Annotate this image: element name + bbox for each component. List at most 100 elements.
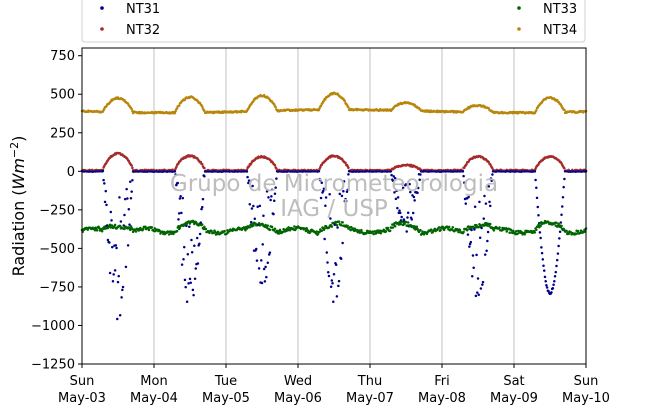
point-nt31 (130, 190, 133, 193)
point-nt31 (188, 225, 191, 229)
point-nt31 (177, 212, 181, 215)
point-nt31 (108, 241, 111, 244)
point-nt31 (269, 198, 272, 202)
point-nt32 (200, 162, 204, 166)
point-nt33 (200, 223, 204, 226)
point-nt31 (126, 197, 129, 200)
point-nt31 (103, 182, 106, 185)
point-nt31 (272, 199, 276, 203)
point-nt33 (508, 231, 511, 234)
x-tick-label-date: May-04 (130, 391, 178, 406)
point-nt31 (344, 197, 347, 201)
point-nt31 (391, 179, 395, 183)
point-nt31 (555, 264, 558, 268)
point-nt33 (360, 228, 363, 232)
point-nt31 (554, 270, 558, 274)
plot-frame (81, 47, 587, 365)
point-nt34 (563, 108, 566, 112)
point-nt34 (174, 109, 177, 113)
point-nt31 (469, 240, 473, 244)
point-nt31 (123, 213, 126, 217)
point-nt31 (558, 237, 561, 240)
point-nt31 (320, 181, 324, 185)
x-tick-label-date: May-09 (490, 391, 538, 406)
point-nt31 (106, 238, 110, 242)
point-nt34 (343, 99, 347, 103)
point-nt33 (505, 230, 509, 233)
point-nt31 (406, 211, 410, 214)
point-nt31 (101, 169, 105, 173)
point-nt33 (150, 226, 154, 229)
point-nt31 (483, 253, 487, 256)
point-nt31 (401, 182, 404, 186)
point-nt33 (268, 228, 272, 232)
point-nt31 (418, 178, 421, 181)
point-nt31 (400, 215, 403, 219)
point-nt33 (384, 230, 388, 233)
point-nt31 (336, 226, 339, 229)
point-nt33 (273, 227, 277, 230)
point-nt31 (192, 293, 195, 297)
point-nt31 (254, 247, 258, 251)
point-nt33 (462, 230, 465, 234)
point-nt33 (465, 229, 469, 232)
legend-label-nt31: NT31 (126, 2, 160, 17)
point-nt31 (325, 251, 329, 254)
point-nt31 (268, 251, 272, 254)
point-nt33 (467, 225, 470, 228)
point-nt33 (567, 232, 570, 236)
point-nt33 (429, 228, 433, 231)
point-nt33 (365, 231, 368, 235)
point-nt31 (472, 266, 475, 269)
point-nt33 (264, 223, 267, 227)
point-nt31 (180, 211, 183, 215)
point-nt31 (484, 202, 488, 205)
point-nt31 (331, 282, 334, 285)
point-nt31 (533, 170, 537, 173)
point-nt31 (125, 187, 128, 191)
point-nt31 (461, 170, 465, 173)
point-nt33 (178, 226, 182, 229)
point-nt31 (412, 195, 416, 199)
point-nt31 (121, 288, 124, 292)
point-nt33 (451, 226, 455, 229)
point-nt33 (113, 225, 116, 229)
point-nt33 (477, 225, 480, 229)
point-nt33 (346, 224, 349, 228)
point-nt31 (345, 190, 349, 194)
point-nt31 (319, 196, 323, 200)
point-nt31 (118, 196, 121, 199)
point-nt31 (110, 219, 113, 222)
point-nt31 (249, 179, 252, 183)
point-nt31 (342, 190, 345, 193)
point-nt31 (536, 205, 540, 209)
point-nt33 (210, 229, 213, 233)
point-nt31 (542, 269, 546, 272)
point-nt31 (249, 220, 253, 224)
point-nt31 (323, 237, 326, 241)
point-nt31 (332, 300, 335, 303)
point-nt33 (457, 230, 460, 234)
point-nt31 (540, 246, 543, 249)
point-nt31 (198, 242, 201, 246)
point-nt33 (386, 226, 390, 230)
point-nt33 (415, 225, 419, 228)
point-nt33 (535, 228, 538, 231)
point-nt31 (334, 263, 338, 266)
point-nt34 (274, 105, 277, 109)
point-nt31 (270, 188, 274, 191)
point-nt31 (544, 280, 547, 283)
point-nt33 (113, 223, 117, 227)
x-tick-label-day: Tue (214, 374, 237, 389)
point-nt31 (344, 199, 348, 203)
point-nt31 (200, 205, 204, 209)
point-nt31 (111, 280, 115, 283)
legend-marker-nt34 (517, 27, 521, 31)
point-nt33 (404, 220, 408, 224)
point-nt33 (433, 227, 437, 231)
point-nt31 (195, 236, 199, 240)
point-nt31 (324, 196, 328, 199)
point-nt31 (339, 257, 343, 260)
point-nt31 (200, 207, 203, 211)
point-nt31 (270, 195, 273, 198)
